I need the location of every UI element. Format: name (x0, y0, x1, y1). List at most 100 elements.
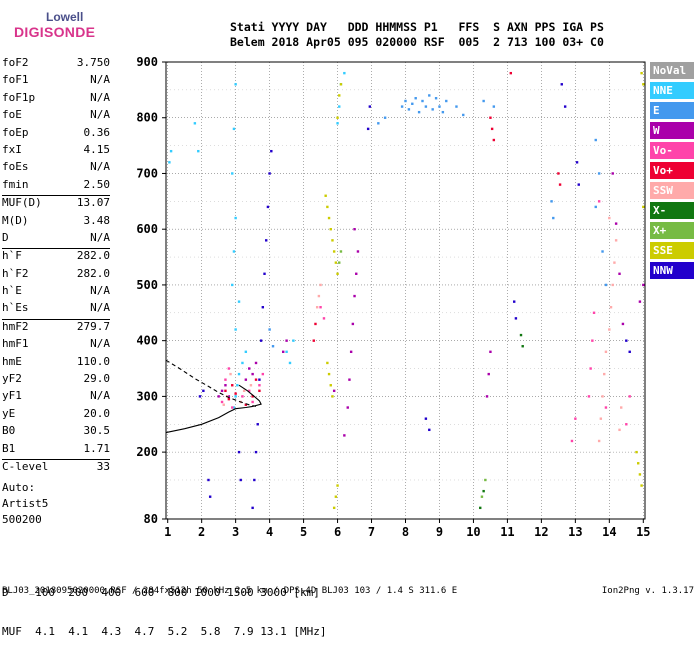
echo-point (256, 423, 259, 426)
echo-point (251, 506, 254, 510)
echo-point (251, 400, 254, 404)
param-value: N/A (90, 389, 110, 403)
echo-point (638, 473, 642, 476)
param-row: h`F 282.0 (2, 249, 110, 266)
echo-point (227, 397, 231, 401)
x-tick-label: 9 (436, 525, 443, 539)
echo-point (254, 361, 258, 365)
auto-artist: Artist5 (2, 497, 49, 510)
echo-point (441, 110, 445, 114)
param-row: foEs N/A (2, 160, 110, 177)
param-row: hmF1 N/A (2, 337, 110, 354)
echo-point (414, 97, 417, 100)
param-row: h`F2 282.0 (2, 267, 110, 284)
legend-item-noval: NoVal (650, 62, 694, 79)
echo-point (234, 216, 237, 220)
param-row: h`Es N/A (2, 301, 110, 318)
logo: Lowell DIGISONDE (4, 6, 114, 46)
echo-point (268, 328, 271, 331)
echo-point (428, 94, 431, 97)
echo-point (353, 227, 356, 231)
echo-point (329, 227, 332, 231)
y-tick-label: 300 (136, 389, 158, 403)
param-name: hmF1 (2, 337, 29, 351)
legend-item-sse: SSE (650, 242, 694, 259)
echo-point (462, 113, 465, 117)
y-tick-label: 80 (144, 512, 158, 526)
echo-point (336, 484, 339, 487)
echo-point (368, 105, 372, 108)
x-tick-label: 10 (466, 525, 480, 539)
echo-point (482, 489, 485, 493)
param-name: foEs (2, 160, 29, 174)
echo-point (348, 378, 351, 381)
echo-point (234, 83, 237, 86)
param-name: B0 (2, 424, 16, 438)
x-tick-label: 13 (568, 525, 582, 539)
echo-point (611, 172, 614, 175)
echo-point (620, 406, 623, 409)
echo-point (236, 384, 239, 387)
y-tick-label: 700 (136, 166, 158, 180)
logo-line1: Lowell (46, 10, 84, 24)
distance-row: D 100 200 400 600 800 1000 1500 3000 [km… (2, 586, 320, 599)
echo-point (609, 306, 613, 309)
echo-point (492, 105, 496, 108)
x-tick-label: 2 (198, 525, 205, 539)
echo-point (601, 250, 604, 253)
echo-point (592, 311, 596, 314)
echo-point (343, 434, 346, 437)
auto-code: 500200 (2, 513, 42, 526)
echo-point (356, 250, 360, 253)
echo-point (482, 99, 485, 103)
param-value: 279.7 (76, 319, 110, 333)
echo-point (594, 205, 597, 209)
param-name: yE (2, 406, 16, 420)
param-name: h`E (2, 284, 22, 298)
param-value: 282.0 (76, 249, 110, 263)
echo-point (285, 350, 288, 354)
echo-point (169, 149, 173, 153)
echo-point (558, 183, 562, 186)
echo-point (315, 306, 319, 309)
file-info-footer: BLJ03_2018095020000.RSF / 284fx512h 50 k… (2, 586, 458, 596)
echo-point (261, 306, 265, 309)
echo-point (324, 194, 327, 197)
echo-point (326, 361, 329, 365)
echo-point (339, 83, 343, 86)
legend-item-nnw: NNW (650, 262, 694, 279)
echo-point (227, 395, 231, 398)
param-name: foF1 (2, 73, 29, 87)
echo-point (421, 99, 424, 103)
echo-point (597, 172, 601, 175)
echo-point (640, 484, 643, 487)
param-row: hmF2 279.7 (2, 320, 110, 337)
echo-point (332, 506, 336, 510)
polarization-legend: NoVal NNE E W Vo- Vo+ SSW X- X+ SSE NNW (650, 62, 694, 282)
echo-point (229, 372, 232, 376)
echo-point (455, 105, 458, 108)
param-name: foEp (2, 125, 29, 139)
echo-point (331, 395, 334, 398)
echo-point (400, 105, 404, 108)
echo-point (254, 450, 258, 454)
echo-point (234, 328, 237, 331)
echo-point (334, 261, 338, 264)
param-value: 29.0 (83, 372, 111, 386)
echo-point (231, 283, 234, 287)
echo-point (563, 105, 567, 108)
header-labels: Stati YYYY DAY DDD HHMMSS P1 FFS S AXN P… (230, 20, 604, 34)
x-tick-label: 1 (164, 525, 171, 539)
param-value: N/A (90, 230, 110, 244)
echo-point (484, 478, 487, 482)
muf-distance-table: D 100 200 400 600 800 1000 1500 3000 [km… (2, 560, 327, 651)
y-tick-label: 200 (136, 445, 158, 459)
x-tick-label: 3 (232, 525, 239, 539)
echo-point (244, 378, 248, 381)
param-row: MUF(D) 13.07 (2, 196, 110, 213)
echo-point (635, 450, 638, 454)
param-name: h`F2 (2, 266, 29, 280)
param-row: yF2 29.0 (2, 372, 110, 389)
echo-point (285, 339, 288, 342)
echo-point (234, 395, 237, 398)
